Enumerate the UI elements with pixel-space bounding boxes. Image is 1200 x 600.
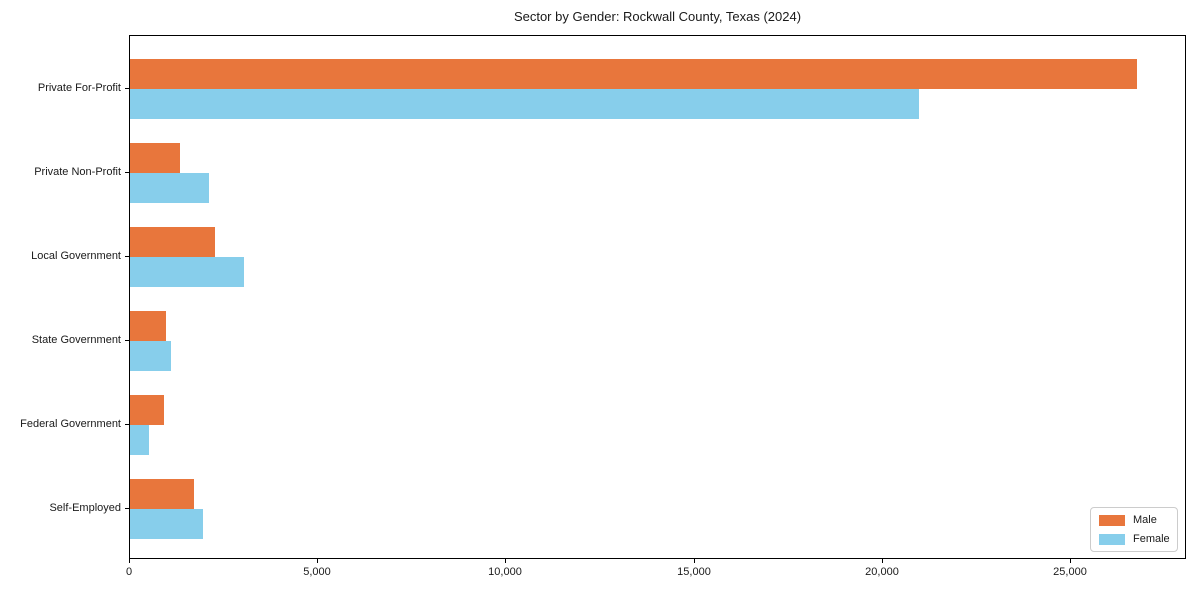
y-tick-label-private-for-profit: Private For-Profit xyxy=(37,82,121,94)
legend-swatch-female xyxy=(1099,533,1125,545)
x-tick-label-10000: 10,000 xyxy=(488,566,522,578)
legend-swatch-male xyxy=(1099,514,1125,526)
bar-male-state-government xyxy=(130,311,166,341)
plot-area xyxy=(129,35,1186,559)
y-tick-mark xyxy=(125,340,129,341)
legend-label-male: Male xyxy=(1133,514,1157,526)
x-tick-mark xyxy=(1070,559,1071,563)
x-tick-mark xyxy=(317,559,318,563)
chart-title: Sector by Gender: Rockwall County, Texas… xyxy=(513,9,802,24)
legend-entry-female: Female xyxy=(1099,533,1170,545)
bar-female-self-employed xyxy=(130,509,203,539)
bar-male-local-government xyxy=(130,227,215,257)
bar-female-private-for-profit xyxy=(130,89,919,119)
y-tick-label-private-non-profit: Private Non-Profit xyxy=(34,166,121,178)
bar-male-federal-government xyxy=(130,395,164,425)
y-tick-mark xyxy=(125,88,129,89)
bar-male-self-employed xyxy=(130,479,194,509)
x-tick-label-20000: 20,000 xyxy=(865,566,899,578)
x-tick-label-0: 0 xyxy=(125,566,133,578)
x-tick-mark xyxy=(882,559,883,563)
y-tick-label-local-government: Local Government xyxy=(31,250,121,262)
legend-entry-male: Male xyxy=(1099,514,1169,526)
y-tick-mark xyxy=(125,424,129,425)
x-tick-mark xyxy=(694,559,695,563)
y-tick-label-federal-government: Federal Government xyxy=(20,418,121,430)
x-tick-label-5000: 5,000 xyxy=(303,566,331,578)
bar-male-private-for-profit xyxy=(130,59,1137,89)
bar-female-federal-government xyxy=(130,425,149,455)
legend: Male Female xyxy=(1090,507,1178,552)
y-tick-mark xyxy=(125,256,129,257)
x-tick-label-25000: 25,000 xyxy=(1053,566,1087,578)
y-tick-mark xyxy=(125,172,129,173)
x-tick-mark xyxy=(505,559,506,563)
y-tick-mark xyxy=(125,508,129,509)
x-tick-mark xyxy=(129,559,130,563)
legend-label-female: Female xyxy=(1133,533,1170,545)
bar-female-private-non-profit xyxy=(130,173,209,203)
y-tick-label-self-employed: Self-Employed xyxy=(49,502,121,514)
bar-male-private-non-profit xyxy=(130,143,180,173)
bar-female-state-government xyxy=(130,341,171,371)
x-tick-label-15000: 15,000 xyxy=(677,566,711,578)
bar-female-local-government xyxy=(130,257,244,287)
y-tick-label-state-government: State Government xyxy=(31,334,121,346)
